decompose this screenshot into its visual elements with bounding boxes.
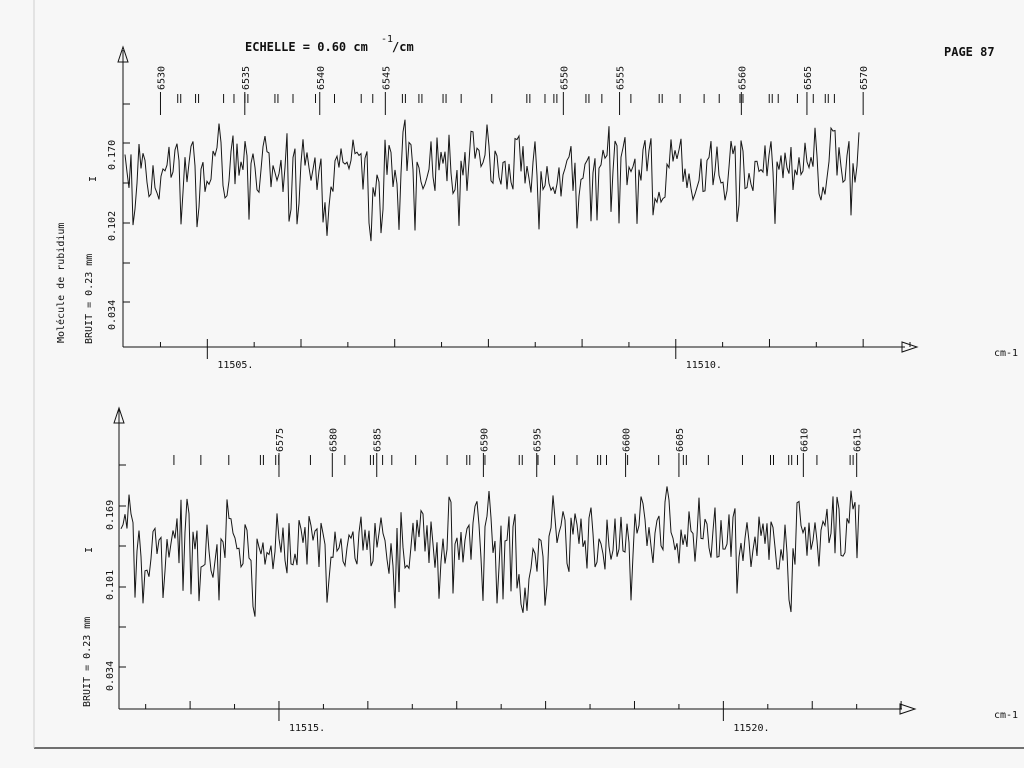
scale-unit: /cm (392, 40, 414, 54)
y-tick-label: 0.034 (105, 661, 116, 691)
x-tick-label: 11505. (217, 360, 253, 371)
line-number: 6555 (616, 66, 627, 90)
line-number: 6550 (559, 66, 570, 90)
line-number: 6535 (241, 66, 252, 90)
y-tick-label: 0.101 (105, 570, 116, 600)
intensity-axis-label: I (84, 547, 95, 553)
x-tick-label: 11515. (289, 723, 325, 734)
molecule-label: Molécule de rubidium (55, 223, 67, 343)
line-number: 6605 (675, 428, 686, 452)
noise-label: BRUIT = 0.23 mm (84, 254, 95, 344)
y-tick-label: 0.102 (107, 211, 118, 241)
x-axis-ticks: 11515. 11520. (145, 701, 902, 734)
line-number: 6590 (479, 428, 490, 452)
x-axis-arrow (899, 703, 917, 715)
x-axis-unit: cm-1 (994, 348, 1018, 359)
spectrum-panel-1: I 0.170 0.102 0.034 BRUIT = 0.23 mm 1150… (84, 45, 1018, 371)
spectrum-panel-2: I 0.169 0.101 0.034 BRUIT = 0.23 mm 1151… (82, 406, 1018, 734)
line-markers (173, 455, 854, 465)
line-markers (177, 94, 835, 103)
line-number: 6600 (622, 428, 633, 452)
y-axis-ticks (123, 103, 130, 303)
line-number: 6540 (316, 66, 327, 90)
scale-exponent: -1 (381, 34, 393, 45)
x-axis-unit: cm-1 (994, 710, 1018, 721)
y-axis-arrow (113, 406, 125, 424)
spectrum-trace (124, 119, 860, 242)
line-number: 6560 (737, 66, 748, 90)
line-number: 6595 (533, 428, 544, 452)
line-number: 6565 (803, 66, 814, 90)
line-number: 6580 (328, 428, 339, 452)
x-tick-label: 11510. (686, 360, 722, 371)
page-number: PAGE 87 (944, 45, 995, 59)
spectrum-trace (120, 486, 860, 617)
line-number: 6570 (859, 66, 870, 90)
y-tick-label: 0.169 (105, 500, 116, 530)
intensity-axis-label: I (88, 176, 99, 182)
line-number: 6575 (275, 428, 286, 452)
y-tick-label: 0.170 (107, 140, 118, 170)
y-axis-arrow (117, 45, 129, 63)
line-number: 6610 (799, 428, 810, 452)
y-tick-label: 0.034 (107, 300, 118, 330)
x-axis-ticks: 11505. 11510. (159, 339, 911, 371)
line-number: 6585 (373, 428, 384, 452)
line-number-labels: 6530 6535 6540 6545 6550 6555 6560 6565 6570 (156, 66, 870, 115)
line-number: 6615 (853, 428, 864, 452)
line-number-labels: 6575 6580 6585 6590 6595 6600 6605 6610 6615 (275, 428, 864, 477)
noise-label: BRUIT = 0.23 mm (82, 617, 93, 707)
scale-label: ECHELLE = 0.60 cm (245, 40, 368, 54)
y-axis-ticks (119, 464, 126, 668)
line-number: 6530 (156, 66, 167, 90)
x-tick-label: 11520. (733, 723, 769, 734)
line-number: 6545 (381, 66, 392, 90)
